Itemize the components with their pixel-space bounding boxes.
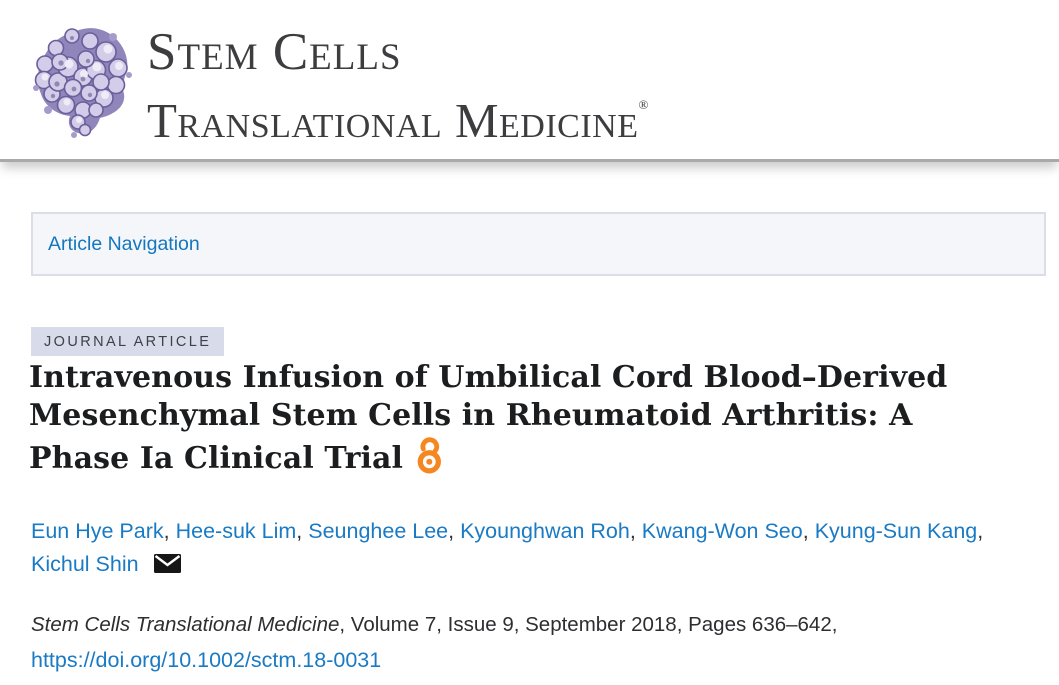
author-separator: , (296, 519, 309, 543)
article-title-line-text: Phase Ia Clinical Trial (29, 441, 404, 476)
journal-name-line2: Translational Medicine® (147, 93, 649, 148)
author-link[interactable]: Kichul Shin (31, 552, 139, 576)
registered-trademark: ® (638, 97, 649, 112)
journal-header: Stem Cells Translational Medicine® (0, 0, 1059, 162)
author-link[interactable]: Kyung-Sun Kang (814, 519, 978, 543)
article-title: Intravenous Infusion of Umbilical Cord B… (29, 359, 1044, 486)
citation-journal-name: Stem Cells Translational Medicine (31, 613, 340, 636)
envelope-icon[interactable] (153, 550, 181, 583)
author-link[interactable]: Eun Hye Park (31, 519, 164, 543)
author-link[interactable]: Kyounghwan Roh (460, 519, 630, 543)
article-navigation-box[interactable]: Article Navigation (31, 212, 1046, 276)
author-link[interactable]: Hee-suk Lim (175, 519, 297, 543)
citation-details: , Volume 7, Issue 9, September 2018, Pag… (339, 613, 838, 636)
article-navigation-link[interactable]: Article Navigation (48, 232, 200, 255)
article-title-line: Phase Ia Clinical Trial (29, 434, 1044, 486)
author-separator: , (629, 519, 642, 543)
author-separator: , (977, 519, 984, 543)
doi-link[interactable]: https://doi.org/10.1002/sctm.18-0031 (31, 648, 382, 672)
journal-wordmark[interactable]: Stem Cells Translational Medicine® (147, 24, 648, 146)
author-list: Eun Hye Park, Hee-suk Lim, Seunghee Lee,… (31, 515, 1047, 583)
article-title-line: Intravenous Infusion of Umbilical Cord B… (29, 360, 948, 395)
author-separator: , (163, 519, 176, 543)
author-separator: , (448, 519, 461, 543)
stem-cell-cluster-logo-icon[interactable] (28, 22, 140, 140)
author-link[interactable]: Seunghee Lee (308, 519, 449, 543)
author-link[interactable]: Kwang-Won Seo (641, 519, 803, 543)
citation-line: Stem Cells Translational Medicine, Volum… (31, 611, 1047, 638)
journal-name-line1: Stem Cells (147, 23, 402, 81)
article-title-line: Mesenchymal Stem Cells in Rheumatoid Art… (29, 397, 913, 433)
author-separator: , (802, 519, 815, 543)
open-access-icon[interactable] (413, 434, 446, 486)
journal-article-badge: JOURNAL ARTICLE (31, 327, 225, 356)
